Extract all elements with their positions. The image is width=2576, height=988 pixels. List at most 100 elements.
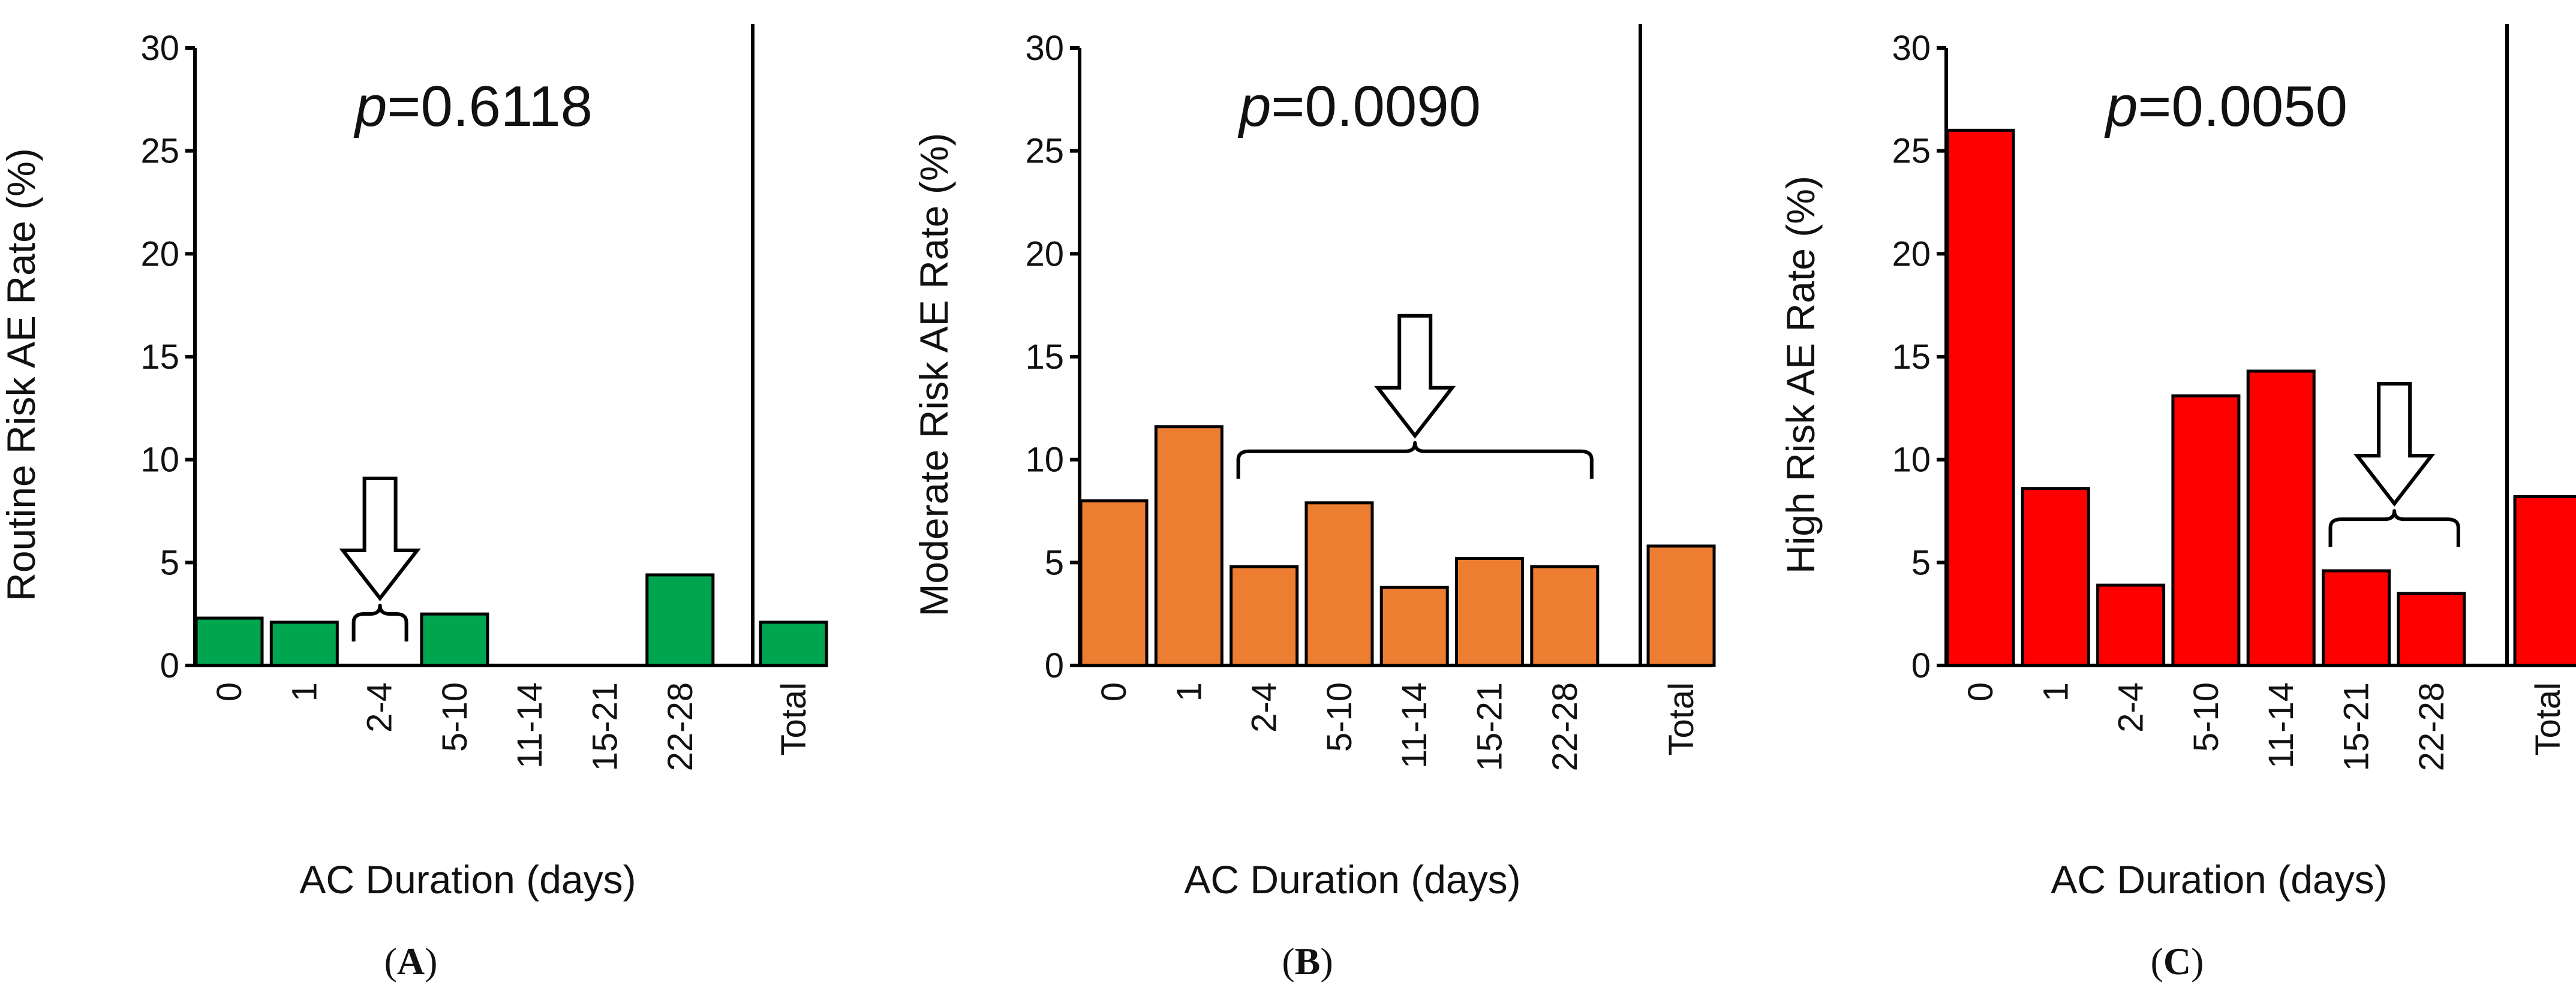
bar-5-10: [2171, 394, 2241, 667]
y-tick-label: 15: [1025, 338, 1064, 376]
x-axis-title: AC Duration (days): [1184, 857, 1520, 902]
x-tick-label: 0: [1961, 682, 2000, 701]
grouping-bracket: [1236, 441, 1594, 479]
y-tick-label: 5: [1045, 543, 1064, 582]
bar-0: [1946, 128, 2015, 667]
bar-1: [269, 620, 339, 667]
y-tick-label: 15: [1892, 338, 1931, 376]
bar-2-4: [2096, 583, 2166, 667]
bar-total: [2513, 495, 2576, 667]
x-axis-title: AC Duration (days): [2051, 857, 2387, 902]
x-tick-label: 2-4: [2112, 682, 2151, 733]
p-value-annotation: p=0.0090: [1237, 74, 1481, 138]
bar-22-28: [2397, 592, 2466, 667]
x-tick-label: 22-28: [2412, 682, 2451, 771]
caption-close: ): [425, 940, 437, 983]
y-tick-label: 10: [140, 441, 179, 480]
x-tick-label: Total: [2529, 682, 2568, 756]
caption-letter: A: [397, 940, 425, 983]
bar-15-21: [1455, 556, 1524, 667]
x-tick-label: 22-28: [661, 682, 700, 771]
caption-letter: C: [2163, 940, 2191, 983]
x-tick-label: 15-21: [1471, 682, 1510, 771]
x-tick-label: 5-10: [2187, 682, 2226, 752]
y-tick-label: 15: [140, 338, 179, 376]
caption-close: ): [2191, 940, 2204, 983]
bar-total: [1646, 544, 1716, 667]
down-arrow-icon: [1374, 314, 1456, 439]
y-tick-label: 0: [1911, 646, 1931, 685]
y-tick-label: 30: [1025, 29, 1064, 68]
p-symbol: p: [1237, 74, 1271, 138]
caption-letter: B: [1295, 940, 1321, 983]
x-tick-label: 11-14: [2262, 682, 2301, 769]
x-axis-title: AC Duration (days): [299, 857, 636, 902]
y-tick-label: 0: [160, 646, 179, 685]
bar-1: [2021, 487, 2090, 667]
y-tick-label: 20: [1892, 234, 1931, 273]
x-tick-label: 15-21: [2337, 682, 2376, 771]
p-number: =0.0090: [1271, 74, 1481, 138]
x-tick-label: 11-14: [510, 682, 549, 769]
y-tick-label: 25: [1025, 132, 1064, 171]
bar-5-10: [420, 612, 489, 667]
x-tick-label: 15-21: [586, 682, 625, 771]
bar-0: [194, 616, 264, 667]
panel-caption: (A): [384, 940, 438, 983]
y-axis-title: High Risk AE Rate (%): [1778, 176, 1823, 574]
chart-panel-c: 0 5 10 15 20 25 30 0 1 2-4 5-10 11-14 15-21 22-28 Tota…: [1778, 24, 2576, 983]
down-arrow-icon: [2353, 382, 2436, 507]
caption-open: (: [1282, 940, 1294, 983]
y-axis-title: Moderate Risk AE Rate (%): [912, 133, 956, 617]
x-tick-label: 5-10: [1320, 682, 1359, 752]
chart-panel-b: 0 5 10 15 20 25 30 0 1 2-4 5-10 11-14 15-21 22-28 Tota…: [912, 24, 1716, 983]
y-tick-label: 5: [1911, 543, 1931, 582]
x-tick-label: 1: [285, 682, 324, 701]
bar-5-10: [1304, 501, 1374, 667]
p-symbol: p: [353, 74, 387, 138]
x-tick-label: 1: [1170, 682, 1209, 701]
bar-total: [759, 620, 828, 667]
x-tick-label: 0: [1095, 682, 1134, 701]
y-tick-label: 10: [1025, 441, 1064, 480]
panel-caption: (C): [2151, 940, 2204, 983]
chart-panel-a: 0 5 10 15 20 25 30 0 1 2-4 5-10 11-14 15-21 22-28 Tota…: [0, 24, 828, 983]
bar-15-21: [2322, 569, 2391, 667]
y-tick-label: 30: [140, 29, 179, 68]
bar-0: [1079, 499, 1149, 667]
y-tick-label: 5: [160, 543, 179, 582]
p-number: =0.6118: [387, 74, 593, 138]
y-tick-label: 20: [140, 234, 179, 273]
p-number: =0.0050: [2138, 74, 2347, 138]
caption-open: (: [384, 940, 397, 983]
p-value-annotation: p=0.0050: [2104, 74, 2347, 138]
p-symbol: p: [2104, 74, 2138, 138]
caption-close: ): [1320, 940, 1333, 983]
y-tick-label: 30: [1892, 29, 1931, 68]
x-tick-label: Total: [1662, 682, 1701, 756]
x-tick-label: 2-4: [360, 682, 399, 733]
y-tick-label: 0: [1045, 646, 1064, 685]
caption-open: (: [2151, 940, 2163, 983]
bar-2-4: [1230, 565, 1299, 667]
grouping-bracket: [2328, 509, 2460, 547]
y-tick-label: 10: [1892, 441, 1931, 480]
bar-22-28: [1530, 565, 1600, 667]
bar-11-14: [1379, 586, 1449, 667]
bar-11-14: [2246, 369, 2316, 667]
down-arrow-icon: [339, 477, 421, 601]
bar-22-28: [645, 573, 715, 667]
x-tick-label: 11-14: [1395, 682, 1434, 769]
x-tick-label: 5-10: [435, 682, 474, 752]
x-tick-label: 1: [2036, 682, 2075, 701]
p-value-annotation: p=0.6118: [353, 74, 593, 138]
panel-caption: (B): [1282, 940, 1333, 983]
x-tick-label: 2-4: [1245, 682, 1284, 733]
y-tick-label: 25: [1892, 132, 1931, 171]
y-tick-label: 25: [140, 132, 179, 171]
x-tick-label: 22-28: [1546, 682, 1585, 771]
y-axis-title: Routine Risk AE Rate (%): [0, 148, 43, 601]
x-tick-label: Total: [774, 682, 813, 756]
x-tick-label: 0: [210, 682, 249, 701]
